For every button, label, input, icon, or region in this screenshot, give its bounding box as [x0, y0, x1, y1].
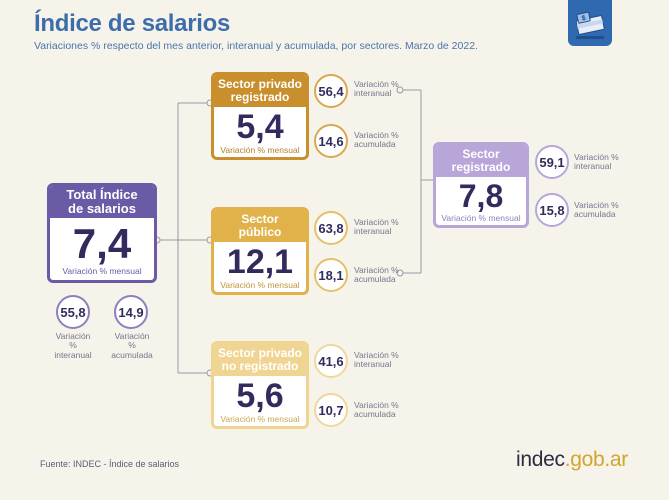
- no-registrado-box: Sector privado no registrado 5,6 Variaci…: [211, 341, 309, 429]
- privado-registrado-box: Sector privado registrado 5,4 Variación …: [211, 72, 309, 160]
- privado-registrado-value: 5,4: [236, 108, 284, 146]
- privado-registrado-caption: Variación % mensual: [220, 145, 300, 155]
- privado-registrado-interanual-circle: 56,4: [314, 74, 348, 108]
- privado-registrado-header: Sector privado registrado: [214, 75, 306, 107]
- publico-caption: Variación % mensual: [220, 280, 300, 290]
- total-index-title-line2: de salarios: [68, 201, 136, 216]
- svg-text:$: $: [581, 15, 586, 23]
- registrado-interanual-circle: 59,1: [535, 145, 569, 179]
- publico-acumulada-circle: 18,1: [314, 258, 348, 292]
- total-acumulada-circle: 14,9: [114, 295, 148, 329]
- publico-interanual-circle: 63,8: [314, 211, 348, 245]
- publico-interanual-label: Variación % interanual: [354, 217, 399, 237]
- total-index-caption: Variación % mensual: [62, 266, 142, 276]
- no-registrado-acumulada-label: Variación % acumulada: [354, 400, 399, 420]
- publico-header: Sector público: [214, 210, 306, 242]
- page-title: Índice de salarios: [34, 10, 231, 37]
- registrado-acumulada-label: Variación % acumulada: [574, 200, 619, 220]
- privado-registrado-interanual-label: Variación % interanual: [354, 79, 399, 99]
- registrado-acumulada-circle: 15,8: [535, 193, 569, 227]
- total-index-box: Total Índice de salarios 7,4 Variación %…: [47, 183, 157, 283]
- no-registrado-interanual-label: Variación % interanual: [354, 350, 399, 370]
- privado-registrado-acumulada-label: Variación % acumulada: [354, 130, 399, 150]
- no-registrado-acumulada-circle: 10,7: [314, 393, 348, 427]
- no-registrado-interanual-circle: 41,6: [314, 344, 348, 378]
- publico-value: 12,1: [226, 243, 294, 281]
- publico-box: Sector público 12,1 Variación % mensual: [211, 207, 309, 295]
- total-index-header: Total Índice de salarios: [50, 186, 154, 218]
- dot-right-bottom: [396, 269, 404, 277]
- page-subtitle: Variaciones % respecto del mes anterior,…: [34, 40, 478, 52]
- total-acumulada-label: Variación % acumulada: [111, 331, 153, 360]
- privado-registrado-acumulada-circle: 14,6: [314, 124, 348, 158]
- brand-logo: indec.gob.ar: [516, 448, 628, 471]
- registrado-header: Sector registrado: [436, 145, 526, 177]
- total-index-title-line1: Total Índice: [66, 187, 138, 203]
- registrado-interanual-label: Variación % interanual: [574, 152, 619, 172]
- money-stack-icon: $: [568, 0, 612, 46]
- publico-acumulada-label: Variación % acumulada: [354, 265, 399, 285]
- total-index-value: 7,4: [72, 220, 132, 267]
- no-registrado-header: Sector privado no registrado: [214, 344, 306, 376]
- registrado-caption: Variación % mensual: [441, 213, 521, 223]
- source-note: Fuente: INDEC - Índice de salarios: [40, 459, 180, 469]
- dot-right-top: [396, 86, 404, 94]
- registrado-box: Sector registrado 7,8 Variación % mensua…: [433, 142, 529, 228]
- total-interanual-label: Variación % interanual: [54, 331, 92, 360]
- total-interanual-circle: 55,8: [56, 295, 90, 329]
- registrado-value: 7,8: [458, 178, 504, 214]
- no-registrado-value: 5,6: [236, 377, 284, 415]
- no-registrado-caption: Variación % mensual: [220, 414, 300, 424]
